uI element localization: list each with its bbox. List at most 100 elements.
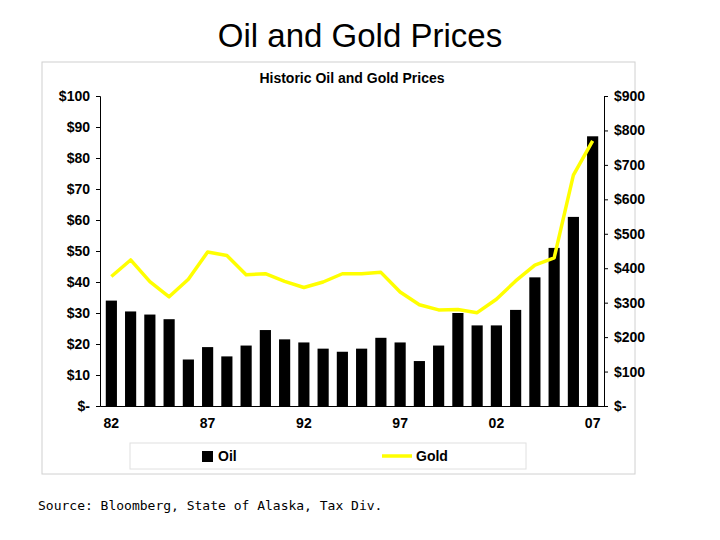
tick-label: 07 [585, 415, 601, 431]
bar [395, 342, 406, 406]
tick-label: $900 [614, 88, 645, 104]
tick-label: $400 [614, 260, 645, 276]
tick-mark [604, 268, 608, 269]
tick-label: $- [614, 398, 627, 414]
tick-mark [604, 337, 608, 338]
tick: $50 [67, 243, 100, 259]
tick-mark [96, 251, 100, 252]
tick-mark [96, 313, 100, 314]
tick: $200 [604, 329, 645, 345]
bar [587, 136, 598, 406]
bar [318, 349, 329, 406]
bar [568, 217, 579, 406]
tick: $900 [604, 88, 645, 104]
bar [106, 301, 117, 406]
tick: $- [604, 398, 627, 414]
tick-mark [604, 96, 608, 97]
bar [491, 325, 502, 406]
y2-axis: $- $100 $200 $300 $400 $500 $600 $700 $800 $900 [604, 88, 645, 414]
tick-label: $90 [67, 119, 91, 135]
tick: $100 [604, 364, 645, 380]
tick-mark [96, 158, 100, 159]
x-axis: 82 87 92 97 02 07 [101, 407, 605, 431]
tick-label: 82 [104, 415, 120, 431]
tick-mark [96, 375, 100, 376]
bar [221, 356, 232, 406]
bar [337, 352, 348, 406]
tick-label: $300 [614, 295, 645, 311]
tick-mark [604, 165, 608, 166]
axis-line [96, 97, 101, 407]
tick: $100 [59, 88, 100, 104]
tick-mark [96, 282, 100, 283]
tick-mark [96, 406, 100, 407]
bar [241, 346, 252, 406]
tick-mark [604, 199, 608, 200]
legend-swatch [382, 454, 412, 458]
tick-label: $200 [614, 329, 645, 345]
tick-label: $70 [67, 181, 91, 197]
tick-mark [604, 130, 608, 131]
bar [202, 347, 213, 406]
tick: $80 [67, 150, 100, 166]
axis-line [101, 406, 605, 407]
tick: $20 [67, 336, 100, 352]
tick-mark [96, 96, 100, 97]
page-title: Oil and Gold Prices [218, 17, 502, 54]
bar [414, 361, 425, 406]
legend-swatch [202, 451, 213, 462]
line [111, 141, 592, 313]
tick-label: 02 [489, 415, 505, 431]
tick: $10 [67, 367, 100, 383]
bar [356, 349, 367, 406]
tick: 97 [392, 415, 408, 431]
bar [510, 310, 521, 406]
chart-svg: Oil and Gold PricesHistoric Oil and Gold… [0, 0, 720, 540]
bar [183, 360, 194, 407]
bar [529, 277, 540, 406]
y-axis: $-$10$20$30$40$50$60$70$80$90$100 [59, 88, 101, 414]
tick-mark [96, 220, 100, 221]
bar [125, 311, 136, 406]
bar [144, 315, 155, 406]
tick: $400 [604, 260, 645, 276]
tick: $90 [67, 119, 100, 135]
plot-area [106, 136, 598, 406]
tick: $40 [67, 274, 100, 290]
tick: $800 [604, 122, 645, 138]
tick-label: $10 [67, 367, 91, 383]
tick: $600 [604, 191, 645, 207]
legend-box [130, 443, 526, 469]
bar [472, 325, 483, 406]
tick: 87 [200, 415, 216, 431]
source-note: Source: Bloomberg, State of Alaska, Tax … [38, 498, 382, 513]
bar [298, 342, 309, 406]
tick-label: $30 [67, 305, 91, 321]
tick: $30 [67, 305, 100, 321]
tick-label: $100 [59, 88, 90, 104]
axis-line [605, 97, 609, 407]
tick: $- [78, 398, 100, 414]
tick: 82 [104, 415, 120, 431]
tick-mark [604, 406, 608, 407]
bar [375, 338, 386, 406]
legend: OilGold [130, 443, 526, 469]
legend-label: Oil [218, 448, 237, 464]
tick-mark [604, 234, 608, 235]
tick: $300 [604, 295, 645, 311]
tick-mark [604, 372, 608, 373]
tick-mark [96, 344, 100, 345]
chart-frame [42, 62, 635, 474]
tick: 02 [489, 415, 505, 431]
tick-label: $700 [614, 157, 645, 173]
bar [279, 339, 290, 406]
tick-label: $600 [614, 191, 645, 207]
tick-label: 87 [200, 415, 216, 431]
bar [433, 346, 444, 406]
tick-label: $500 [614, 226, 645, 242]
tick-label: $20 [67, 336, 91, 352]
bar [260, 330, 271, 406]
tick-mark [96, 127, 100, 128]
tick-mark [96, 189, 100, 190]
tick: 92 [296, 415, 312, 431]
